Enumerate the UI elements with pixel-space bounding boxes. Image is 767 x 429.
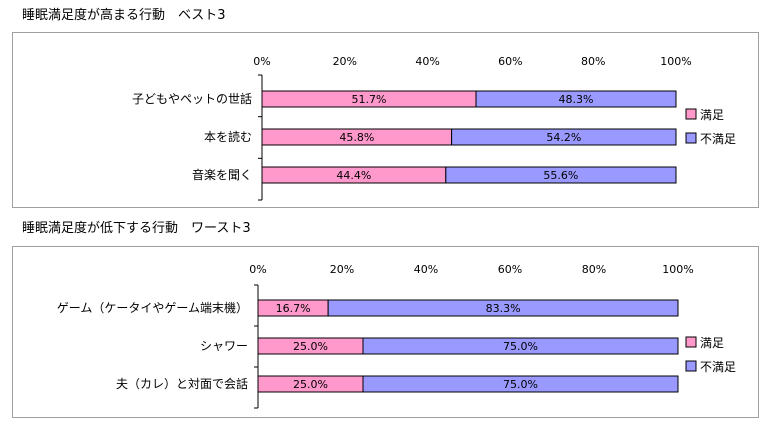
chart-title-worst: 睡眠満足度が低下する行動 ワースト3 [22, 221, 251, 236]
chart-title-best: 睡眠満足度が高まる行動 ベスト3 [22, 8, 226, 23]
chart-panel-worst [12, 246, 759, 418]
chart-panel-best [12, 32, 759, 208]
